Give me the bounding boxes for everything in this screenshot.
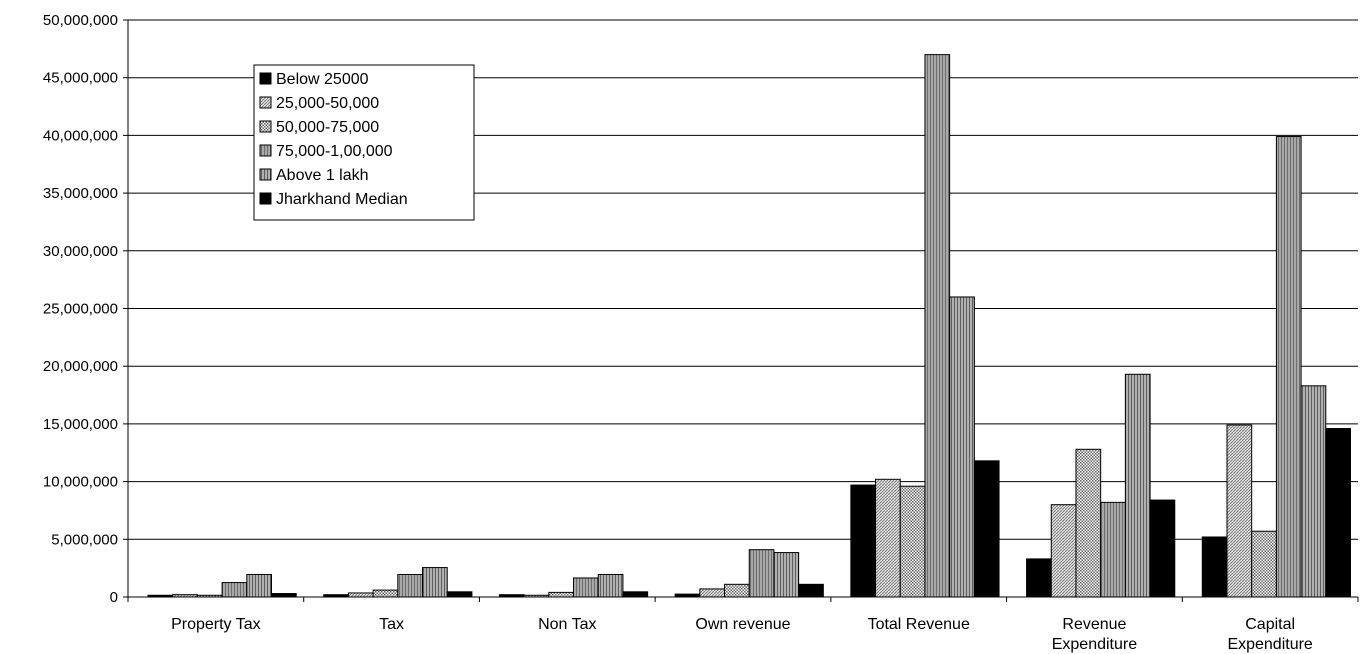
y-tick-label: 5,000,000 [51, 531, 118, 548]
bar [748, 549, 775, 598]
bar [221, 582, 248, 598]
bar [622, 591, 649, 598]
bar [548, 591, 575, 598]
y-tick-label: 50,000,000 [43, 12, 118, 29]
legend-swatch [259, 168, 272, 181]
bar [699, 588, 726, 598]
bars [147, 54, 1351, 598]
legend-label: 25,000-50,000 [276, 95, 379, 112]
legend-label: 50,000-75,000 [276, 119, 379, 136]
legend-box [253, 64, 475, 221]
y-tick-label: 25,000,000 [43, 301, 118, 318]
legend-swatch [259, 192, 272, 205]
bar [1050, 504, 1077, 598]
x-category-label: Expenditure [1052, 636, 1137, 653]
bar [924, 54, 951, 598]
axes [123, 19, 1359, 602]
bar [949, 296, 975, 598]
y-tick-label: 40,000,000 [43, 127, 118, 144]
legend-label: Above 1 lakh [276, 167, 369, 184]
y-tick-label: 0 [110, 589, 118, 606]
bar [1251, 530, 1277, 598]
x-category-label: Revenue [1062, 616, 1126, 633]
x-category-label: Tax [379, 616, 404, 633]
legend: Below 25000 25,000-50,000 50,000-75,000 75,… [253, 64, 475, 221]
bar [271, 593, 297, 598]
y-tick-label: 35,000,000 [43, 185, 118, 202]
x-category-label: Property Tax [171, 616, 261, 633]
bar [1026, 558, 1052, 598]
bar [724, 583, 750, 598]
bar [973, 460, 1000, 598]
legend-swatch [259, 72, 272, 85]
x-category-labels: Property Tax Tax Non Tax Own revenue Total R… [171, 616, 1313, 653]
x-category-label: Total Revenue [868, 616, 970, 633]
x-category-label: Capital [1245, 616, 1295, 633]
y-tick-label: 45,000,000 [43, 70, 118, 87]
legend-swatch [259, 96, 272, 109]
bar [899, 485, 926, 598]
bar [1124, 373, 1151, 598]
y-tick-label: 30,000,000 [43, 243, 118, 260]
bar [397, 573, 424, 598]
bar [573, 577, 599, 598]
bar [1325, 428, 1351, 598]
bar [1149, 499, 1176, 598]
bar [875, 478, 901, 598]
bar [1075, 448, 1102, 598]
bar [1300, 385, 1327, 598]
bar [1100, 501, 1126, 598]
legend-label: Below 25000 [276, 71, 369, 88]
y-tick-label: 15,000,000 [43, 416, 118, 433]
bar [1275, 136, 1302, 598]
bar [372, 589, 399, 598]
y-tick-label: 10,000,000 [43, 474, 118, 491]
legend-swatch [259, 120, 272, 133]
x-category-label: Expenditure [1227, 636, 1312, 653]
bar [347, 592, 374, 598]
bar [1201, 536, 1228, 598]
bar [850, 484, 877, 598]
bar [1226, 424, 1253, 598]
y-tick-label: 20,000,000 [43, 358, 118, 375]
legend-label: Jharkhand Median [276, 191, 408, 208]
legend-label: 75,000-1,00,000 [276, 143, 393, 160]
bar [422, 567, 448, 598]
x-category-label: Own revenue [695, 616, 790, 633]
x-category-label: Non Tax [538, 616, 596, 633]
legend-swatch [259, 144, 272, 157]
bar [446, 591, 473, 598]
bar [246, 573, 273, 598]
bar [597, 573, 624, 598]
bar [773, 552, 800, 598]
bar [798, 583, 824, 598]
y-tick-labels: 0 5,000,000 10,000,000 15,000,000 20,000,000… [43, 12, 118, 606]
